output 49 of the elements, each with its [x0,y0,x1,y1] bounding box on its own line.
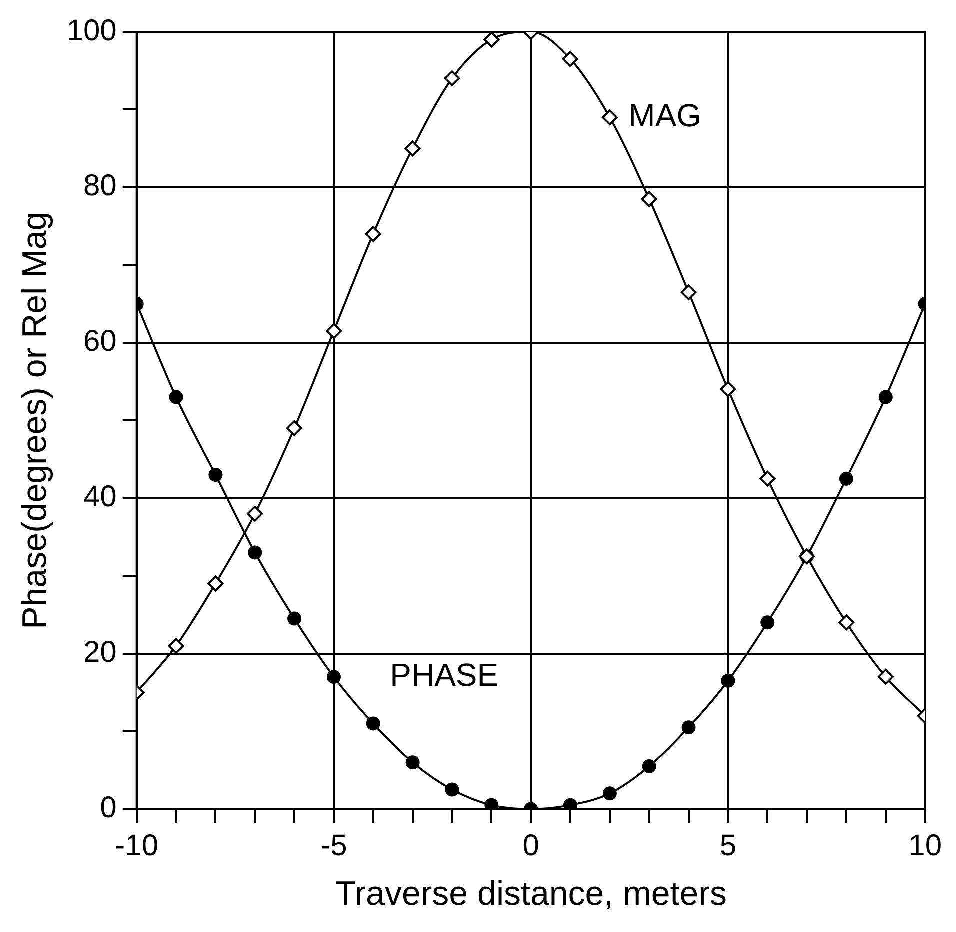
point [838,614,854,631]
point [169,390,184,404]
point [720,382,736,398]
x-tick-label: 0 [522,829,540,862]
point [484,32,500,48]
y-tick-label: 20 [83,636,117,670]
y-tick-label: 40 [83,480,117,514]
point [878,390,893,404]
point [444,70,460,87]
y-tick-label: 100 [66,14,117,48]
point [564,798,578,810]
x-tick-label: -5 [320,829,348,862]
x-axis-title: Traverse distance, meters [335,874,727,913]
point [247,506,264,522]
point [641,191,658,208]
y-tick-label: 80 [83,170,117,203]
x-tick-label: 10 [908,829,942,862]
point [248,546,262,560]
point [208,576,224,592]
point [484,798,499,810]
point [406,756,420,770]
point [208,468,223,482]
y-tick-label: 60 [83,325,117,358]
point [839,472,854,486]
point [878,669,894,686]
x-tick-label: 5 [720,829,737,862]
point [326,323,342,340]
point [168,638,184,654]
point [365,226,382,242]
point [445,782,460,797]
point [760,470,776,487]
point [366,716,380,731]
series-label: PHASE [390,656,499,693]
y-axis-title: Phase(degrees) or Rel Mag [16,212,54,630]
point [326,670,341,684]
point [642,759,656,774]
point [288,612,302,626]
point [404,140,421,157]
point [602,786,617,801]
x-tick-label: -10 [115,829,159,862]
series-label: MAG [628,97,702,134]
point [602,109,618,126]
point [721,674,736,688]
point [562,51,579,68]
point [682,720,696,735]
point [680,284,697,300]
point [286,420,303,436]
point [760,616,775,630]
y-tick-label: 0 [100,791,117,824]
